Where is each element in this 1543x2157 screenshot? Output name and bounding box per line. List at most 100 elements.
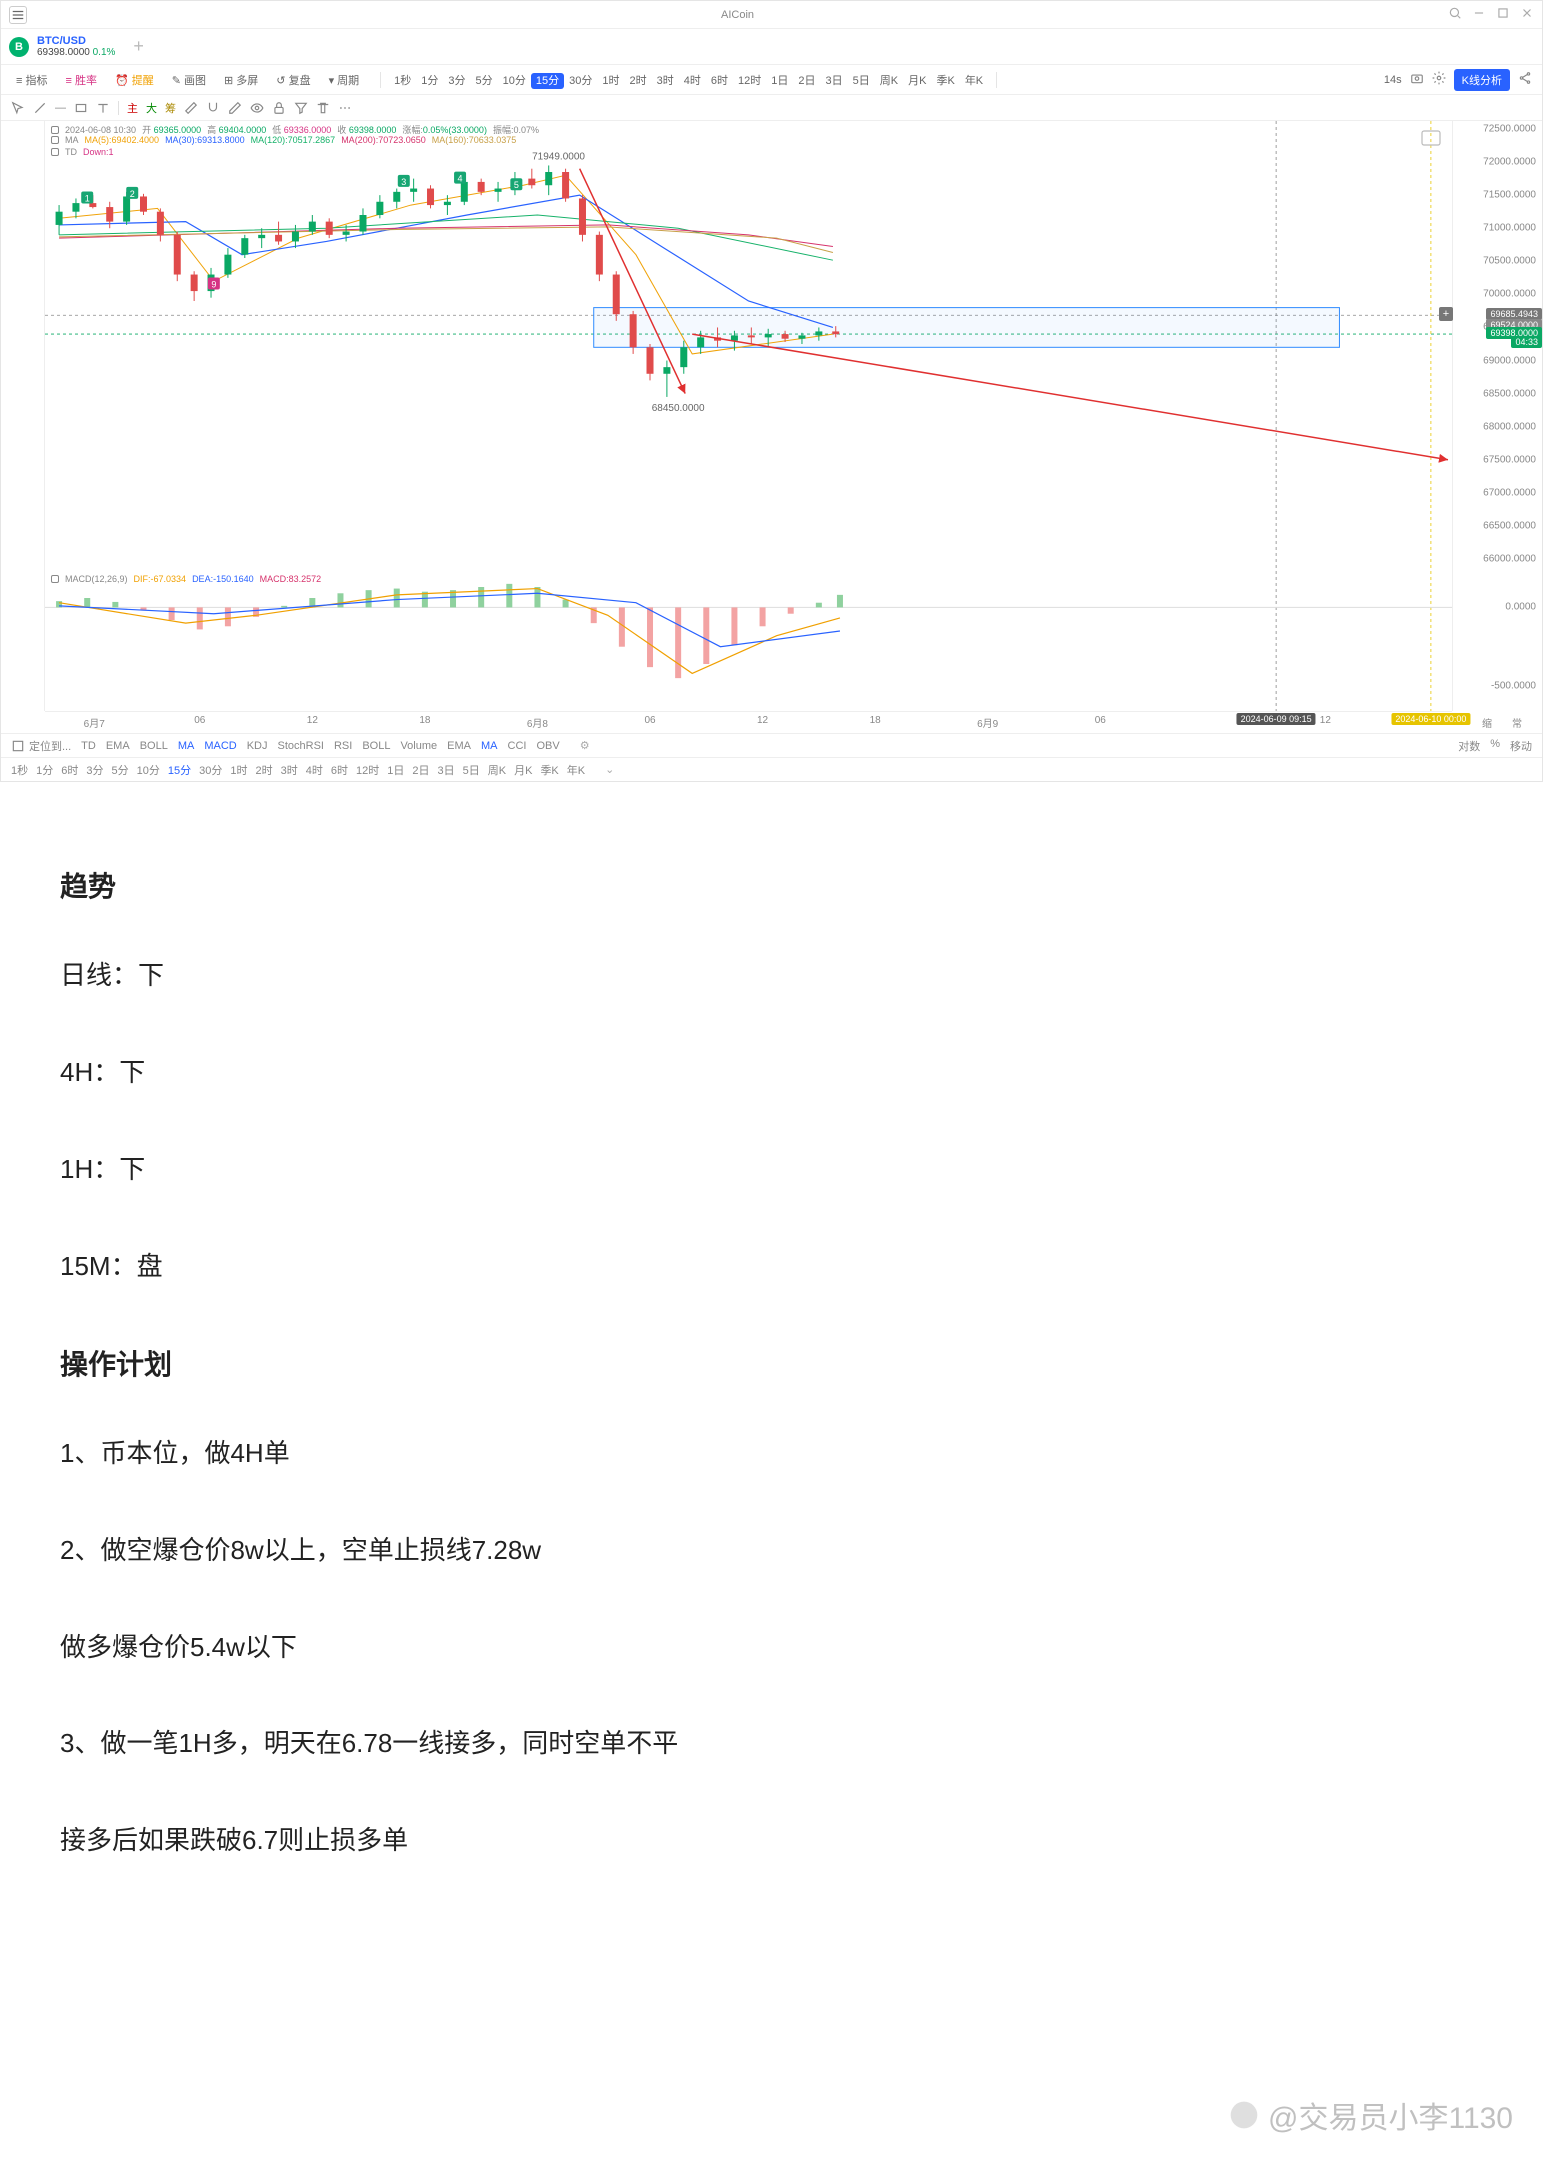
indtf-月K[interactable]: 月K	[514, 765, 532, 777]
tf-5日[interactable]: 5日	[848, 73, 875, 89]
add-price-tag-icon[interactable]: +	[1439, 307, 1453, 321]
indtf-4时[interactable]: 4时	[306, 765, 323, 777]
minimize-icon[interactable]	[1472, 6, 1486, 23]
draw-zhu[interactable]: 主	[127, 100, 138, 116]
camera-icon[interactable]	[1410, 71, 1424, 88]
indtf-6时[interactable]: 6时	[61, 765, 78, 777]
xaxis-ctrl[interactable]: 缩	[1482, 715, 1492, 730]
toolbar-复盘[interactable]: ↺ 复盘	[271, 73, 315, 89]
dash-icon[interactable]: —	[55, 102, 66, 114]
ind-move[interactable]: 移动	[1510, 738, 1532, 754]
ind-BOLL[interactable]: BOLL	[140, 740, 168, 752]
indtf-2时[interactable]: 2时	[256, 765, 273, 777]
tf-more-icon[interactable]: ⌄	[605, 763, 614, 776]
tf-周K[interactable]: 周K	[875, 73, 903, 89]
close-icon[interactable]	[1520, 6, 1534, 23]
tf-5分[interactable]: 5分	[471, 73, 498, 89]
settings-icon[interactable]	[1432, 71, 1446, 88]
ind-StochRSI[interactable]: StochRSI	[278, 740, 324, 752]
ind-BOLL[interactable]: BOLL	[362, 740, 390, 752]
indtf-年K[interactable]: 年K	[567, 765, 585, 777]
indtf-5日[interactable]: 5日	[463, 765, 480, 777]
cursor-icon[interactable]	[11, 101, 25, 115]
app-menu-icon[interactable]	[9, 6, 27, 24]
ind-EMA[interactable]: EMA	[106, 740, 130, 752]
indtf-周K[interactable]: 周K	[488, 765, 506, 777]
ruler-icon[interactable]	[184, 101, 198, 115]
more-icon[interactable]	[338, 101, 352, 115]
indtf-3日[interactable]: 3日	[438, 765, 455, 777]
tf-1分[interactable]: 1分	[416, 73, 443, 89]
symbol-name[interactable]: BTC/USD	[37, 35, 115, 47]
ind-pct[interactable]: %	[1490, 738, 1500, 754]
ind-TD[interactable]: TD	[81, 740, 96, 752]
tf-年K[interactable]: 年K	[960, 73, 988, 89]
draw-da[interactable]: 大	[146, 100, 157, 116]
tf-6时[interactable]: 6时	[706, 73, 733, 89]
trash-icon[interactable]	[316, 101, 330, 115]
tf-3时[interactable]: 3时	[652, 73, 679, 89]
tf-3分[interactable]: 3分	[443, 73, 470, 89]
toolbar-画图[interactable]: ✎ 画图	[167, 73, 211, 89]
pencil-icon[interactable]	[228, 101, 242, 115]
tf-季K[interactable]: 季K	[931, 73, 959, 89]
ind-log[interactable]: 对数	[1458, 738, 1480, 754]
tf-4时[interactable]: 4时	[679, 73, 706, 89]
indtf-1分[interactable]: 1分	[36, 765, 53, 777]
indtf-1秒[interactable]: 1秒	[11, 765, 28, 777]
indtf-2日[interactable]: 2日	[412, 765, 429, 777]
add-tab-button[interactable]: +	[123, 36, 154, 57]
ind-MA[interactable]: MA	[481, 740, 498, 752]
price-chart[interactable]: 12934571949.000068450.0000	[45, 121, 1452, 711]
indtf-30分[interactable]: 30分	[199, 765, 222, 777]
share-icon[interactable]	[1518, 71, 1532, 88]
indtf-5分[interactable]: 5分	[112, 765, 129, 777]
toolbar-胜率[interactable]: ≡ 胜率	[60, 73, 101, 89]
indtf-15分[interactable]: 15分	[168, 765, 191, 777]
tf-12时[interactable]: 12时	[733, 73, 766, 89]
eye-icon[interactable]	[250, 101, 264, 115]
draw-shi[interactable]: 筹	[165, 100, 176, 116]
ind-Volume[interactable]: Volume	[400, 740, 437, 752]
tf-1日[interactable]: 1日	[766, 73, 793, 89]
ind-RSI[interactable]: RSI	[334, 740, 352, 752]
ind-settings-icon[interactable]: ⚙	[580, 739, 590, 752]
ind-MACD[interactable]: MACD	[204, 740, 236, 752]
indtf-1时[interactable]: 1时	[230, 765, 247, 777]
tf-15分[interactable]: 15分	[531, 73, 564, 89]
lock-icon[interactable]	[272, 101, 286, 115]
tf-2时[interactable]: 2时	[625, 73, 652, 89]
toolbar-周期[interactable]: ▾ 周期	[324, 73, 365, 89]
maximize-icon[interactable]	[1496, 6, 1510, 23]
tf-3日[interactable]: 3日	[821, 73, 848, 89]
ind-EMA[interactable]: EMA	[447, 740, 471, 752]
tf-1时[interactable]: 1时	[597, 73, 624, 89]
indtf-3分[interactable]: 3分	[86, 765, 103, 777]
filter-icon[interactable]	[294, 101, 308, 115]
tf-30分[interactable]: 30分	[564, 73, 597, 89]
search-icon[interactable]	[1448, 6, 1462, 23]
ind-KDJ[interactable]: KDJ	[247, 740, 268, 752]
indtf-季K[interactable]: 季K	[540, 765, 558, 777]
line-icon[interactable]	[33, 101, 47, 115]
indtf-1日[interactable]: 1日	[387, 765, 404, 777]
tf-1秒[interactable]: 1秒	[389, 73, 416, 89]
xaxis-ctrl[interactable]: 常	[1512, 715, 1522, 730]
indtf-3时[interactable]: 3时	[281, 765, 298, 777]
toolbar-提醒[interactable]: ⏰ 提醒	[110, 73, 159, 89]
ind-CCI[interactable]: CCI	[508, 740, 527, 752]
tf-10分[interactable]: 10分	[498, 73, 531, 89]
tf-2日[interactable]: 2日	[793, 73, 820, 89]
toolbar-多屏[interactable]: ⊞ 多屏	[219, 73, 263, 89]
rect-icon[interactable]	[74, 101, 88, 115]
ind-MA[interactable]: MA	[178, 740, 195, 752]
kline-analyze-button[interactable]: K线分析	[1454, 69, 1510, 91]
ind-OBV[interactable]: OBV	[536, 740, 559, 752]
indtf-10分[interactable]: 10分	[137, 765, 160, 777]
locate-button[interactable]: 定位到...	[11, 738, 71, 754]
toolbar-指标[interactable]: ≡ 指标	[11, 73, 52, 89]
magnet-icon[interactable]	[206, 101, 220, 115]
indtf-6时[interactable]: 6时	[331, 765, 348, 777]
indtf-12时[interactable]: 12时	[356, 765, 379, 777]
tf-月K[interactable]: 月K	[903, 73, 931, 89]
